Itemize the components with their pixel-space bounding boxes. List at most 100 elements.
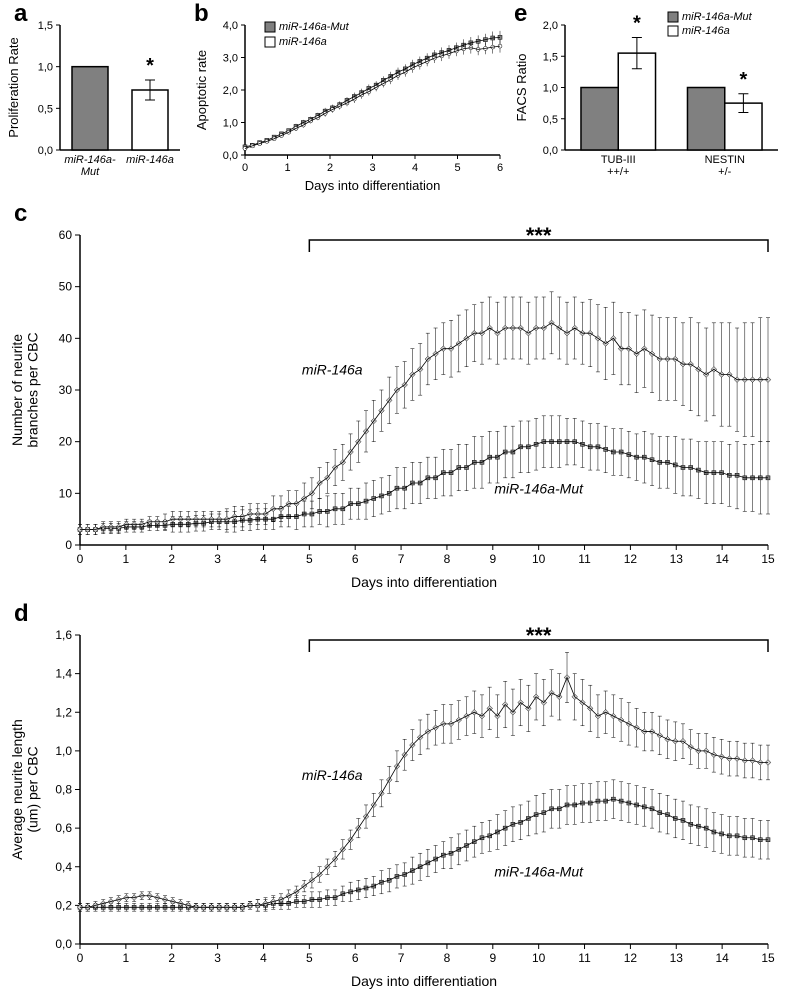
svg-text:Proliferation Rate: Proliferation Rate bbox=[6, 37, 21, 137]
top-row: a 0,0 0,5 1,0 1,5 Proliferation Rate miR-146a… bbox=[0, 0, 788, 200]
svg-text:15: 15 bbox=[761, 951, 775, 965]
svg-text:3,0: 3,0 bbox=[223, 53, 238, 65]
svg-text:miR-146a-Mut: miR-146a-Mut bbox=[682, 11, 753, 23]
svg-text:1,2: 1,2 bbox=[55, 705, 72, 719]
svg-text:1,0: 1,0 bbox=[55, 744, 72, 758]
chart-e: 0,00,51,01,52,0FACS RatiomiR-146a-MutmiR… bbox=[510, 0, 788, 200]
svg-text:miR-146a: miR-146a bbox=[279, 36, 327, 48]
svg-text:*: * bbox=[739, 69, 747, 91]
svg-text:2: 2 bbox=[168, 951, 175, 965]
svg-text:10: 10 bbox=[59, 486, 73, 500]
chart-b: 0,01,02,03,04,00123456Apoptotic rateDays… bbox=[190, 0, 510, 200]
svg-text:4: 4 bbox=[412, 162, 418, 174]
svg-text:10: 10 bbox=[532, 951, 546, 965]
svg-text:1: 1 bbox=[123, 552, 130, 566]
svg-text:0,5: 0,5 bbox=[38, 103, 53, 115]
panel-d-label: d bbox=[14, 600, 29, 628]
svg-text:4: 4 bbox=[260, 552, 267, 566]
svg-text:0,8: 0,8 bbox=[55, 783, 72, 797]
svg-text:Days into differentiation: Days into differentiation bbox=[351, 574, 497, 590]
svg-text:6: 6 bbox=[352, 951, 359, 965]
svg-text:10: 10 bbox=[532, 552, 546, 566]
svg-text:miR-146a-Mut: miR-146a-Mut bbox=[494, 863, 584, 879]
panel-c-label: c bbox=[14, 200, 27, 228]
svg-text:1,0: 1,0 bbox=[543, 83, 558, 95]
svg-text:0: 0 bbox=[65, 538, 72, 552]
svg-text:miR-146a: miR-146a bbox=[682, 25, 730, 37]
svg-text:*: * bbox=[146, 55, 154, 77]
chart-d: 0,00,20,40,60,81,01,21,41,60123456789101… bbox=[0, 600, 788, 999]
svg-text:12: 12 bbox=[624, 552, 638, 566]
svg-text:60: 60 bbox=[59, 228, 73, 242]
svg-text:2,0: 2,0 bbox=[543, 20, 558, 32]
svg-text:11: 11 bbox=[578, 552, 591, 566]
svg-text:50: 50 bbox=[59, 280, 73, 294]
svg-text:3: 3 bbox=[369, 162, 375, 174]
chart-c: 01020304050600123456789101112131415Numbe… bbox=[0, 200, 788, 600]
svg-text:Apoptotic rate: Apoptotic rate bbox=[194, 50, 209, 130]
svg-text:20: 20 bbox=[59, 435, 73, 449]
svg-text:3: 3 bbox=[214, 951, 221, 965]
svg-text:11: 11 bbox=[578, 951, 591, 965]
chart-a: 0,00,51,01,5Proliferation RatemiR-146a-M… bbox=[0, 0, 190, 200]
svg-text:1: 1 bbox=[123, 951, 130, 965]
svg-text:NESTIN+/-: NESTIN+/- bbox=[705, 154, 745, 178]
svg-text:8: 8 bbox=[444, 552, 451, 566]
svg-text:14: 14 bbox=[715, 552, 729, 566]
panel-e-label: e bbox=[514, 0, 527, 28]
svg-text:7: 7 bbox=[398, 951, 405, 965]
svg-text:13: 13 bbox=[670, 552, 684, 566]
svg-text:14: 14 bbox=[715, 951, 729, 965]
svg-text:5: 5 bbox=[306, 552, 313, 566]
svg-text:30: 30 bbox=[59, 383, 73, 397]
svg-text:12: 12 bbox=[624, 951, 638, 965]
svg-text:1,5: 1,5 bbox=[543, 51, 558, 63]
svg-text:1,0: 1,0 bbox=[223, 118, 238, 130]
svg-text:15: 15 bbox=[761, 552, 775, 566]
panel-a: a 0,00,51,01,5Proliferation RatemiR-146a… bbox=[0, 0, 190, 200]
svg-text:1: 1 bbox=[284, 162, 290, 174]
svg-text:13: 13 bbox=[670, 951, 684, 965]
svg-text:5: 5 bbox=[306, 951, 313, 965]
svg-text:miR-146a: miR-146a bbox=[126, 154, 174, 166]
svg-text:miR-146a: miR-146a bbox=[302, 767, 363, 783]
svg-text:Number of neuritebranches per: Number of neuritebranches per CBC bbox=[9, 332, 40, 447]
panel-b: b 0,01,02,03,04,00123456Apoptotic rateDa… bbox=[190, 0, 510, 200]
panel-b-label: b bbox=[194, 0, 209, 28]
svg-text:9: 9 bbox=[489, 951, 496, 965]
svg-text:*: * bbox=[633, 13, 641, 35]
svg-text:6: 6 bbox=[352, 552, 359, 566]
svg-text:***: *** bbox=[526, 223, 552, 248]
svg-text:3: 3 bbox=[214, 552, 221, 566]
svg-text:0,4: 0,4 bbox=[55, 860, 72, 874]
svg-text:2: 2 bbox=[168, 552, 175, 566]
svg-text:5: 5 bbox=[454, 162, 460, 174]
svg-text:0: 0 bbox=[77, 552, 84, 566]
svg-text:0,5: 0,5 bbox=[543, 114, 558, 126]
svg-text:0,2: 0,2 bbox=[55, 898, 72, 912]
panel-e: e 0,00,51,01,52,0FACS RatiomiR-146a-Mutm… bbox=[510, 0, 788, 200]
svg-text:Average neurite length(um) per: Average neurite length(um) per CBC bbox=[9, 719, 40, 860]
svg-text:40: 40 bbox=[59, 331, 73, 345]
panel-c: c 01020304050600123456789101112131415Num… bbox=[0, 200, 788, 600]
figure: a 0,0 0,5 1,0 1,5 Proliferation Rate miR-146a… bbox=[0, 0, 788, 999]
svg-text:0,0: 0,0 bbox=[55, 937, 72, 951]
panel-a-label: a bbox=[14, 0, 27, 28]
svg-text:2,0: 2,0 bbox=[223, 85, 238, 97]
svg-text:0,0: 0,0 bbox=[543, 145, 558, 157]
svg-text:miR-146a-Mut: miR-146a-Mut bbox=[494, 480, 584, 496]
svg-text:2: 2 bbox=[327, 162, 333, 174]
svg-text:miR-146a-Mut: miR-146a-Mut bbox=[64, 154, 116, 178]
panel-d: d 0,00,20,40,60,81,01,21,41,601234567891… bbox=[0, 600, 788, 999]
svg-text:0,0: 0,0 bbox=[38, 145, 53, 157]
svg-text:miR-146a-Mut: miR-146a-Mut bbox=[279, 21, 350, 33]
svg-text:4,0: 4,0 bbox=[223, 20, 238, 32]
svg-text:miR-146a: miR-146a bbox=[302, 362, 363, 378]
svg-text:9: 9 bbox=[489, 552, 496, 566]
svg-text:1,6: 1,6 bbox=[55, 628, 72, 642]
svg-text:7: 7 bbox=[398, 552, 405, 566]
svg-text:8: 8 bbox=[444, 951, 451, 965]
svg-text:TUB-III++/+: TUB-III++/+ bbox=[601, 154, 636, 178]
svg-text:0: 0 bbox=[77, 951, 84, 965]
svg-text:4: 4 bbox=[260, 951, 267, 965]
